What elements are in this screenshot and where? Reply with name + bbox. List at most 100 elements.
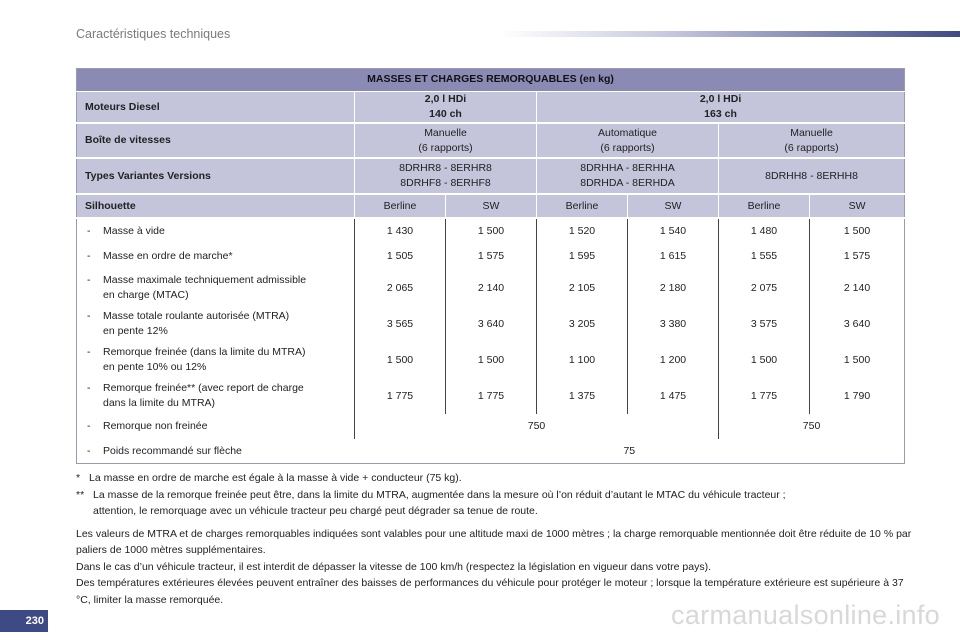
- silhouette-5: Berline: [718, 194, 810, 220]
- gearbox-3-type: Manuelle: [790, 126, 833, 139]
- variant-2-line1: 8DRHHA - 8ERHHA: [580, 162, 675, 175]
- unbraked-value-163: 750: [717, 414, 905, 440]
- table-cell: 2 140: [808, 270, 905, 307]
- table-title: MASSES ET CHARGES REMORQUABLES (en kg): [76, 68, 905, 92]
- row-label-text-2: en charge (MTAC): [103, 289, 189, 302]
- watermark: carmanualsonline.info: [671, 600, 940, 630]
- table-cell: 2 065: [354, 270, 446, 307]
- row-dash: -: [87, 346, 91, 359]
- table-row: - Remorque freinée** (avec report de char…: [76, 378, 905, 415]
- header-decorative-bar: [500, 31, 960, 37]
- table-row: - Masse à vide 1 430 1 500 1 520 1 540 1 …: [76, 218, 905, 244]
- row-label: - Masse en ordre de marche*: [76, 243, 355, 271]
- engine-label: Moteurs Diesel: [76, 91, 355, 125]
- engine-2-name: 2,0 l HDi: [699, 93, 742, 105]
- table-cell: 1 775: [354, 378, 446, 415]
- table-cell: 1 540: [627, 218, 719, 244]
- variant-2: 8DRHHA - 8ERHHA 8DRHDA - 8ERHDA: [536, 158, 719, 196]
- gearbox-2: Automatique (6 rapports): [536, 123, 719, 160]
- table-cell: 1 775: [718, 378, 810, 415]
- paragraph-temperature: Des températures extérieures élevées peu…: [76, 577, 904, 606]
- notes-section: * La masse en ordre de marche est égale …: [76, 470, 916, 608]
- gearbox-label: Boîte de vitesses: [76, 123, 355, 160]
- table-cell: 1 500: [445, 342, 537, 379]
- gearbox-3: Manuelle (6 rapports): [717, 123, 905, 160]
- table-cell: 1 500: [354, 342, 446, 379]
- footnote-2-body: La masse de la remorque freinée peut êtr…: [89, 487, 786, 520]
- table-cell: 1 100: [536, 342, 628, 379]
- gearbox-1: Manuelle (6 rapports): [354, 123, 537, 160]
- row-label: - Remorque non freinée: [76, 414, 355, 440]
- table-cell: 1 500: [808, 342, 905, 379]
- table-cell: 1 505: [354, 243, 446, 271]
- silhouette-1: Berline: [354, 194, 446, 220]
- row-label-text: Masse en ordre de marche*: [103, 250, 233, 263]
- table-cell: 2 180: [627, 270, 719, 307]
- row-label-text: Masse maximale techniquement admissible: [103, 274, 307, 287]
- silhouette-6: SW: [808, 194, 905, 220]
- table-cell: 3 575: [718, 306, 810, 343]
- table-row: - Masse maximale techniquement admissible…: [76, 270, 905, 307]
- row-label: - Masse totale roulante autorisée (MTRA) e…: [76, 306, 355, 343]
- gearbox-row: Boîte de vitesses Manuelle (6 rapports) …: [76, 123, 905, 160]
- table-cell: 3 205: [536, 306, 628, 343]
- row-dash: -: [87, 274, 91, 287]
- gearbox-1-speeds: (6 rapports): [418, 141, 473, 154]
- silhouette-3: Berline: [536, 194, 628, 220]
- footnote-1: * La masse en ordre de marche est égale …: [76, 470, 916, 487]
- table-cell: 1 575: [445, 243, 537, 271]
- row-dash: -: [87, 420, 91, 433]
- variant-2-line2: 8DRHDA - 8ERHDA: [580, 177, 675, 190]
- page-number: 230: [0, 610, 48, 632]
- row-dash: -: [87, 444, 91, 457]
- row-label: - Remorque freinée (dans la limite du MTR…: [76, 342, 355, 379]
- gearbox-1-type: Manuelle: [424, 126, 467, 139]
- table-row: - Remorque freinée (dans la limite du MTR…: [76, 342, 905, 379]
- table-cell: 1 430: [354, 218, 446, 244]
- gearbox-2-type: Automatique: [598, 126, 657, 139]
- table-cell: 1 775: [445, 378, 537, 415]
- table-cell: 1 475: [627, 378, 719, 415]
- silhouette-label: Silhouette: [76, 194, 355, 220]
- table-cell: 1 500: [718, 342, 810, 379]
- table-cell: 1 555: [718, 243, 810, 271]
- table-cell: 1 480: [718, 218, 810, 244]
- variants-label: Types Variantes Versions: [76, 158, 355, 196]
- gearbox-3-speeds: (6 rapports): [784, 141, 839, 154]
- table-cell: 1 200: [627, 342, 719, 379]
- unbraked-trailer-row: - Remorque non freinée 750 750: [76, 414, 905, 440]
- table-cell: 1 595: [536, 243, 628, 271]
- footnote-1-text: La masse en ordre de marche est égale à …: [89, 472, 462, 484]
- row-label-text: Poids recommandé sur flèche: [103, 444, 242, 457]
- footnote-2: ** La masse de la remorque freinée peut …: [76, 487, 916, 520]
- paragraph-altitude: Les valeurs de MTRA et de charges remorq…: [76, 527, 912, 557]
- row-label: - Masse maximale techniquement admissible…: [76, 270, 355, 307]
- silhouette-row: Silhouette Berline SW Berline SW Berline…: [76, 194, 905, 220]
- table-row: - Masse totale roulante autorisée (MTRA) e…: [76, 306, 905, 343]
- row-label: - Remorque freinée** (avec report de char…: [76, 378, 355, 415]
- footnote-2-text-1: La masse de la remorque freinée peut êtr…: [93, 488, 786, 501]
- variant-1: 8DRHR8 - 8ERHR8 8DRHF8 - 8ERHF8: [354, 158, 537, 196]
- table-cell: 3 565: [354, 306, 446, 343]
- variant-1-line2: 8DRHF8 - 8ERHF8: [400, 177, 491, 190]
- silhouette-2: SW: [445, 194, 537, 220]
- row-label-text: Masse totale roulante autorisée (MTRA): [103, 310, 290, 323]
- variant-3-line1: 8DRHH8 - 8ERHH8: [765, 169, 858, 182]
- engine-1-name: 2,0 l HDi: [424, 93, 467, 105]
- row-label-text: Remorque non freinée: [103, 420, 208, 433]
- row-label-text: Remorque freinée** (avec report de charg…: [103, 382, 304, 395]
- table-cell: 2 105: [536, 270, 628, 307]
- row-label-text: Remorque freinée (dans la limite du MTRA…: [103, 346, 306, 359]
- table-cell: 1 520: [536, 218, 628, 244]
- table-cell: 3 640: [445, 306, 537, 343]
- nose-weight-value: 75: [354, 439, 905, 464]
- variant-3: 8DRHH8 - 8ERHH8: [717, 158, 905, 196]
- row-dash: -: [87, 382, 91, 395]
- table-row: - Masse en ordre de marche* 1 505 1 575 1…: [76, 243, 905, 271]
- table-title-row: MASSES ET CHARGES REMORQUABLES (en kg): [76, 68, 905, 92]
- table-cell: 1 615: [627, 243, 719, 271]
- table-cell: 1 790: [808, 378, 905, 415]
- table-cell: 1 375: [536, 378, 628, 415]
- footnote-1-mark: *: [76, 472, 81, 484]
- row-dash: -: [87, 224, 91, 237]
